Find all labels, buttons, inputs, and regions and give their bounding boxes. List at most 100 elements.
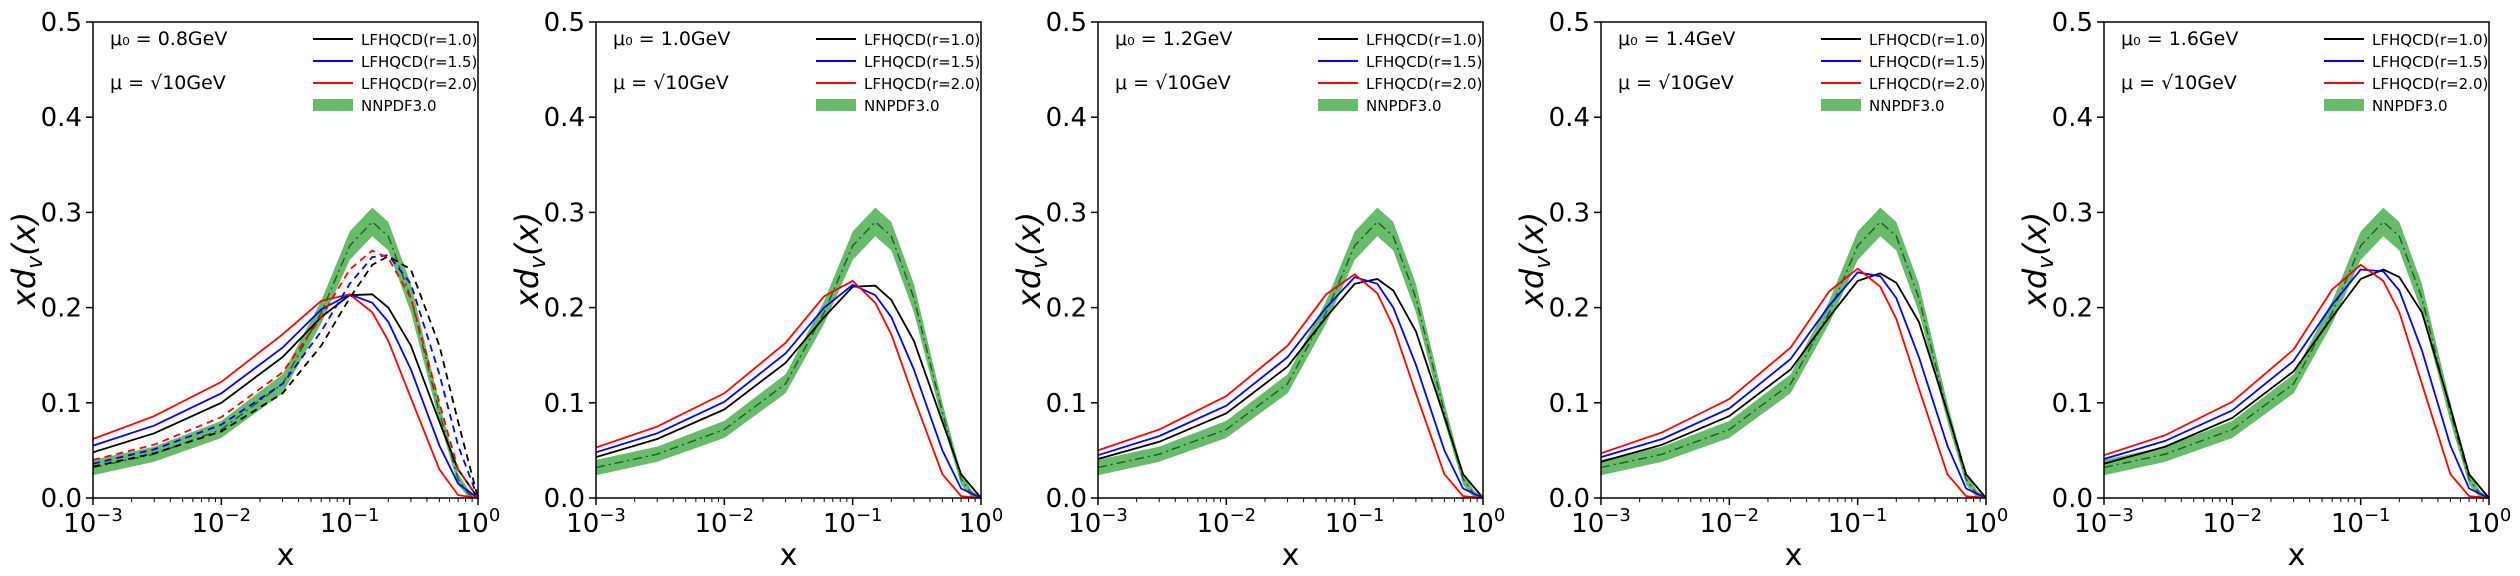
x-tick-label: 100: [1461, 505, 1506, 539]
series-line: [1600, 271, 1987, 499]
x-tick-label: 100: [959, 505, 1004, 539]
y-tick-label: 0.1: [41, 389, 82, 419]
legend-label: LFHQCD(r=2.0): [1869, 75, 1985, 93]
mu0-annotation: μ₀ = 1.2GeV: [1115, 28, 1232, 50]
legend-handle-band: [1318, 99, 1358, 111]
legend: LFHQCD(r=1.0) LFHQCD(r=1.5) LFHQCD(r=2.0) N…: [313, 31, 477, 115]
plot-area: [92, 207, 479, 499]
series-line: [92, 293, 479, 499]
nnpdf-central-line: [2103, 220, 2490, 499]
y-tick-label: 0.4: [544, 103, 585, 133]
y-tick-label: 0.0: [2052, 484, 2093, 514]
x-tick-label: 10−3: [1571, 505, 1631, 539]
y-tick-label: 0.4: [2052, 103, 2093, 133]
mu0-annotation: μ₀ = 1.6GeV: [2121, 28, 2238, 50]
x-tick-label: 10−1: [823, 505, 883, 539]
legend: LFHQCD(r=1.0) LFHQCD(r=1.5) LFHQCD(r=2.0) N…: [1821, 31, 1985, 115]
y-tick-label: 0.4: [1549, 103, 1590, 133]
x-axis-label: x: [780, 538, 798, 573]
x-axis-label: x: [2288, 538, 2306, 573]
x-axis-label: x: [277, 538, 295, 573]
y-axis-label: xdv(x): [1010, 212, 1053, 309]
y-tick-label: 0.0: [1046, 484, 1087, 514]
y-tick-label: 0.5: [41, 8, 82, 38]
legend-label: LFHQCD(r=2.0): [864, 75, 980, 93]
x-tick-label: 10−3: [566, 505, 626, 539]
y-axis-label: xdv(x): [1513, 212, 1556, 309]
y-tick-label: 0.5: [1549, 8, 1590, 38]
legend-label: LFHQCD(r=1.0): [1366, 31, 1482, 49]
y-tick-label: 0.2: [544, 294, 585, 324]
y-tick-label: 0.4: [41, 103, 82, 133]
series-line: [595, 283, 982, 499]
mu0-annotation: μ₀ = 0.8GeV: [110, 28, 227, 50]
legend-label: LFHQCD(r=1.5): [361, 53, 477, 71]
legend-handle-band: [816, 99, 856, 111]
axes-frame: [1097, 21, 1484, 499]
x-tick-label: 10−2: [1700, 505, 1760, 539]
series-line: [595, 279, 982, 499]
nnpdf-central-line: [595, 220, 982, 499]
x-tick-label: 100: [2467, 505, 2512, 539]
y-tick-label: 0.0: [544, 484, 585, 514]
plot-area: [1600, 207, 1987, 499]
legend-label: LFHQCD(r=1.5): [1869, 53, 1985, 71]
y-tick-label: 0.0: [41, 484, 82, 514]
x-tick-label: 10−1: [1325, 505, 1385, 539]
mu-annotation: μ = √10GeV: [2121, 72, 2237, 94]
plot-area: [595, 207, 982, 499]
y-tick-label: 0.1: [544, 389, 585, 419]
x-tick-label: 10−2: [695, 505, 755, 539]
dashed-series-line: [92, 249, 479, 499]
plot-area: [1097, 207, 1484, 499]
legend-handle-band: [2324, 99, 2364, 111]
legend-label: LFHQCD(r=1.5): [2372, 53, 2488, 71]
y-tick-label: 0.1: [1046, 389, 1087, 419]
legend: LFHQCD(r=1.0) LFHQCD(r=1.5) LFHQCD(r=2.0) N…: [1318, 31, 1482, 115]
legend: LFHQCD(r=1.0) LFHQCD(r=1.5) LFHQCD(r=2.0) N…: [2324, 31, 2488, 115]
series-line: [1600, 267, 1987, 499]
x-tick-label: 10−1: [1828, 505, 1888, 539]
y-tick-label: 0.2: [2052, 294, 2093, 324]
axes-frame: [92, 21, 479, 499]
x-tick-label: 10−3: [63, 505, 123, 539]
panel-1: 0.0 0.1 0.2 0.3 0.4 0.5 10−3 10−2 10−1 100 x xdv(x)…: [5, 8, 500, 573]
mu-annotation: μ = √10GeV: [613, 72, 729, 94]
legend-label: LFHQCD(r=2.0): [361, 75, 477, 93]
series-line: [92, 293, 479, 499]
series-line: [1097, 273, 1484, 499]
y-tick-label: 0.5: [1046, 8, 1087, 38]
legend-label: LFHQCD(r=1.5): [864, 53, 980, 71]
x-tick-label: 10−1: [320, 505, 380, 539]
y-tick-label: 0.4: [1046, 103, 1087, 133]
x-tick-label: 10−3: [1068, 505, 1128, 539]
panel-5: 0.0 0.1 0.2 0.3 0.4 0.5 10−3 10−2 10−1 100 x xdv(x)…: [2016, 8, 2511, 573]
legend-label: LFHQCD(r=2.0): [1366, 75, 1482, 93]
mu-annotation: μ = √10GeV: [110, 72, 226, 94]
x-tick-label: 10−2: [2203, 505, 2263, 539]
nnpdf-central-line: [92, 220, 479, 499]
panel-4: 0.0 0.1 0.2 0.3 0.4 0.5 10−3 10−2 10−1 100 x xdv(x)…: [1513, 8, 2008, 573]
y-axis-label: xdv(x): [2016, 212, 2059, 309]
axes-frame: [595, 21, 982, 499]
legend-label: LFHQCD(r=1.0): [2372, 31, 2488, 49]
series-line: [2103, 263, 2490, 499]
series-line: [2103, 268, 2490, 499]
series-line: [1097, 276, 1484, 499]
y-tick-label: 0.5: [2052, 8, 2093, 38]
axes-frame: [2103, 21, 2490, 499]
series-line: [92, 293, 479, 499]
legend-label: NNPDF3.0: [1869, 97, 1945, 115]
y-tick-label: 0.0: [1549, 484, 1590, 514]
x-tick-label: 10−2: [1197, 505, 1257, 539]
legend-handle-band: [313, 99, 353, 111]
legend-label: LFHQCD(r=1.0): [864, 31, 980, 49]
x-axis-label: x: [1282, 538, 1300, 573]
legend-label: LFHQCD(r=2.0): [2372, 75, 2488, 93]
mu-annotation: μ = √10GeV: [1115, 72, 1231, 94]
legend-label: LFHQCD(r=1.0): [361, 31, 477, 49]
series-line: [595, 284, 982, 499]
nnpdf-central-line: [1600, 220, 1987, 499]
y-tick-label: 0.3: [1046, 198, 1087, 228]
